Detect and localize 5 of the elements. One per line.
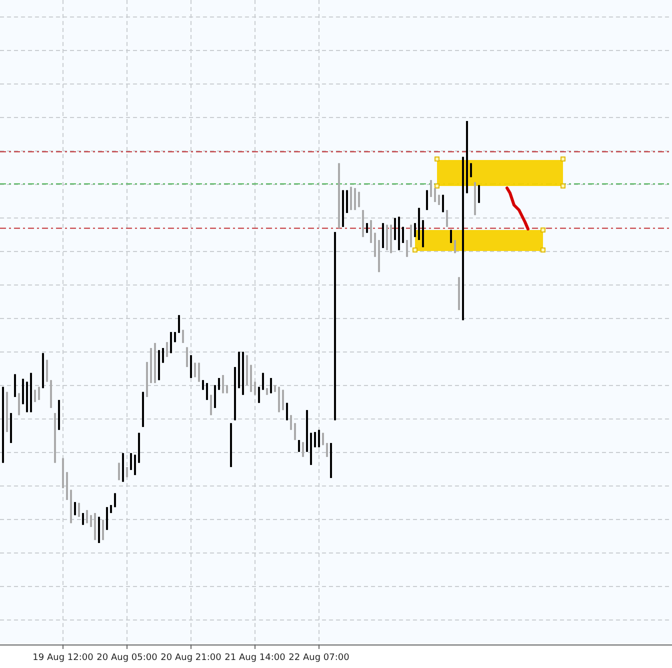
- x-tick-label: 22 Aug 07:00: [288, 653, 350, 663]
- x-tick-label: 21 Aug 14:00: [224, 653, 286, 663]
- x-tick-label: 20 Aug 21:00: [160, 653, 222, 663]
- x-tick-label: 20 Aug 05:00: [96, 653, 158, 663]
- x-tick-label: 19 Aug 12:00: [32, 653, 94, 663]
